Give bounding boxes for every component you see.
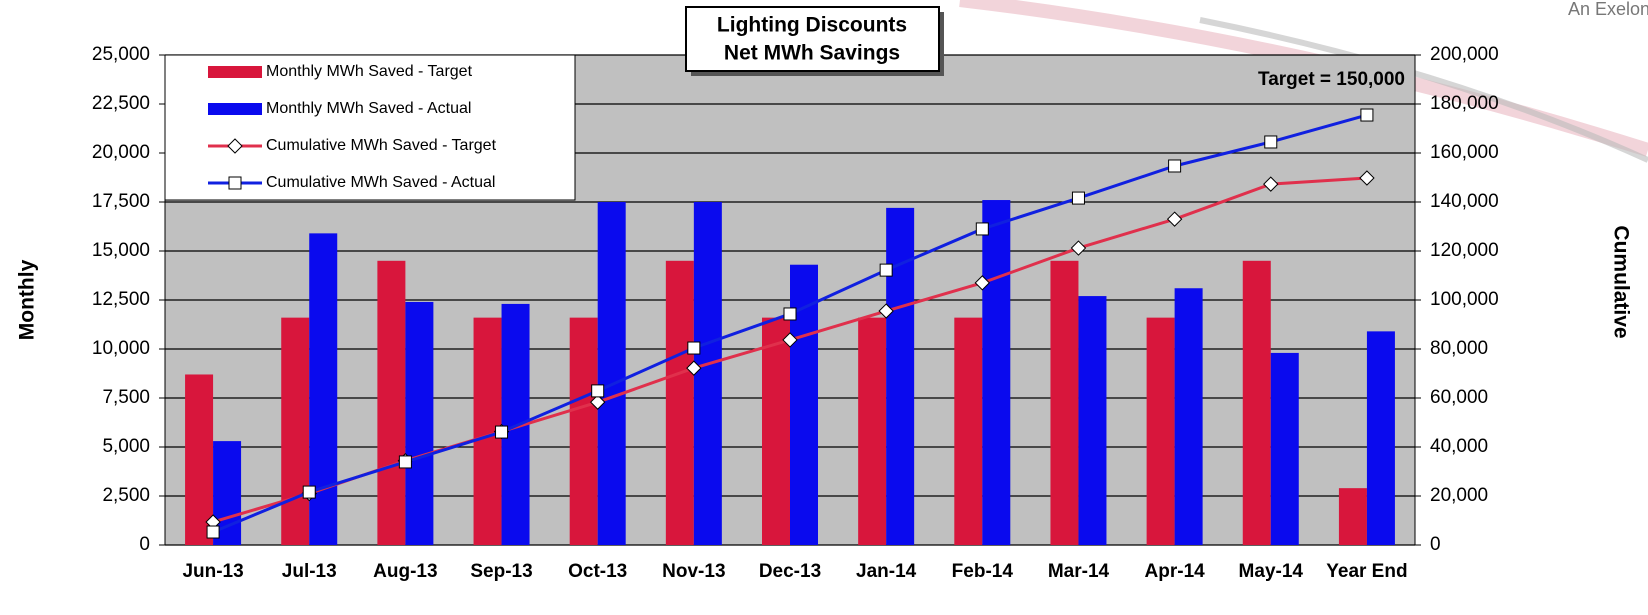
bar [1366, 331, 1395, 545]
y-tick-label: 7,500 [102, 387, 150, 408]
legend-label: Cumulative MWh Saved - Actual [266, 174, 495, 191]
x-tick-label: Oct-13 [568, 561, 627, 582]
marker [1070, 240, 1087, 256]
bar [1146, 317, 1175, 545]
bar [858, 317, 887, 545]
marker [1360, 108, 1374, 122]
marks [185, 108, 1395, 546]
y2-tick-label: 140,000 [1430, 191, 1499, 212]
legend [164, 54, 576, 201]
bar [377, 260, 406, 545]
x-tick-label: Year End [1326, 561, 1407, 582]
bar [982, 200, 1011, 546]
bar [954, 317, 983, 545]
y2-tick-label: 160,000 [1430, 142, 1499, 163]
x-tick-label: Mar-14 [1048, 561, 1110, 582]
bar [597, 202, 626, 545]
bar [1270, 352, 1299, 545]
legend-swatch [208, 66, 262, 78]
y2-tick-label: 60,000 [1430, 387, 1488, 408]
marker [495, 425, 509, 439]
y-tick-label: 25,000 [92, 44, 150, 65]
x-tick-label: Nov-13 [662, 561, 725, 582]
y-axis-label: Monthly [16, 259, 39, 340]
bar [405, 301, 434, 545]
x-tick-label: Sep-13 [470, 561, 532, 582]
x-tick-label: Aug-13 [373, 561, 437, 582]
marker [974, 275, 991, 291]
bar [1174, 288, 1203, 545]
bar [1338, 488, 1367, 545]
y2-tick-label: 100,000 [1430, 289, 1499, 310]
y-tick-label: 20,000 [92, 142, 150, 163]
marker [687, 341, 701, 355]
legend-marker [227, 138, 243, 154]
chart-subtitle: Net MWh Savings [724, 42, 900, 65]
logo-text: An Exelon Co [1568, 0, 1648, 19]
marker [878, 303, 894, 319]
marker [206, 525, 220, 539]
marker [1264, 135, 1278, 149]
marker [686, 360, 702, 376]
bar [1242, 260, 1271, 545]
annotation: Target = 150,000 [1258, 69, 1405, 90]
marker [302, 485, 316, 499]
bar [281, 317, 310, 545]
marker [975, 222, 989, 236]
x-tick-label: Jun-13 [182, 561, 243, 582]
marker [591, 384, 605, 398]
legend-label: Monthly MWh Saved - Actual [266, 100, 471, 117]
legend-label: Cumulative MWh Saved - Target [266, 137, 497, 154]
x-tick-label: Jan-14 [856, 561, 917, 582]
marker [1168, 159, 1182, 173]
x-tick-label: May-14 [1239, 561, 1304, 582]
marker [879, 263, 893, 277]
y2-axis-label: Cumulative [1609, 225, 1632, 338]
y2-tick-label: 80,000 [1430, 338, 1488, 359]
y-tick-label: 22,500 [92, 93, 150, 114]
y-tick-label: 2,500 [102, 485, 150, 506]
bar [762, 317, 790, 545]
marker [1263, 176, 1279, 192]
title-box [685, 6, 940, 72]
y-tick-label: 5,000 [102, 436, 150, 457]
x-tick-label: Jul-13 [282, 561, 337, 582]
y-tick-label: 0 [139, 534, 150, 555]
marker [783, 307, 797, 321]
y2-tick-label: 20,000 [1430, 485, 1488, 506]
y2-tick-label: 200,000 [1430, 44, 1499, 65]
legend-label: Monthly MWh Saved - Target [266, 63, 473, 80]
bar [185, 374, 214, 545]
bar [693, 202, 722, 545]
marker [1071, 191, 1085, 205]
y-tick-label: 10,000 [92, 338, 150, 359]
bar [569, 317, 598, 545]
marker [782, 332, 798, 348]
marker [1166, 211, 1183, 227]
y-tick-label: 17,500 [92, 191, 150, 212]
bar [665, 260, 694, 545]
legend-swatch [208, 103, 262, 115]
marker [1359, 170, 1375, 186]
y2-tick-label: 120,000 [1430, 240, 1499, 261]
x-tick-label: Feb-14 [952, 561, 1014, 582]
y2-tick-label: 180,000 [1430, 93, 1499, 114]
bar [1050, 260, 1079, 545]
y2-tick-label: 40,000 [1430, 436, 1488, 457]
marker [589, 394, 606, 410]
marker [398, 455, 412, 469]
y-tick-label: 12,500 [92, 289, 150, 310]
chart-title: Lighting Discounts [717, 14, 907, 37]
y-tick-label: 15,000 [92, 240, 150, 261]
y2-tick-label: 0 [1430, 534, 1441, 555]
legend-marker [228, 176, 242, 190]
x-tick-label: Apr-14 [1145, 561, 1206, 582]
bar [1078, 296, 1107, 545]
logo-swoosh [1199, 17, 1648, 163]
x-tick-label: Dec-13 [759, 561, 821, 582]
